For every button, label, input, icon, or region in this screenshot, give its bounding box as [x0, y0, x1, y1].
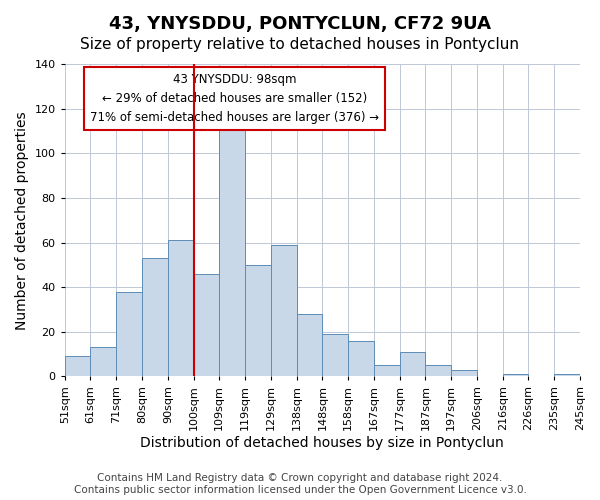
- Bar: [245, 265, 271, 376]
- Text: Size of property relative to detached houses in Pontyclun: Size of property relative to detached ho…: [80, 38, 520, 52]
- Y-axis label: Number of detached properties: Number of detached properties: [15, 111, 29, 330]
- Text: 43, YNYSDDU, PONTYCLUN, CF72 9UA: 43, YNYSDDU, PONTYCLUN, CF72 9UA: [109, 15, 491, 33]
- Bar: [168, 240, 194, 376]
- Bar: [322, 334, 348, 376]
- Bar: [65, 356, 91, 376]
- Bar: [116, 292, 142, 376]
- Bar: [296, 314, 322, 376]
- Bar: [91, 348, 116, 376]
- X-axis label: Distribution of detached houses by size in Pontyclun: Distribution of detached houses by size …: [140, 436, 504, 450]
- Bar: [194, 274, 219, 376]
- Text: 43 YNYSDDU: 98sqm
← 29% of detached houses are smaller (152)
71% of semi-detache: 43 YNYSDDU: 98sqm ← 29% of detached hous…: [90, 74, 379, 124]
- Bar: [142, 258, 168, 376]
- Bar: [271, 245, 296, 376]
- Bar: [400, 352, 425, 376]
- Bar: [219, 124, 245, 376]
- Bar: [554, 374, 580, 376]
- Bar: [451, 370, 477, 376]
- Text: Contains HM Land Registry data © Crown copyright and database right 2024.
Contai: Contains HM Land Registry data © Crown c…: [74, 474, 526, 495]
- Bar: [374, 366, 400, 376]
- Bar: [425, 366, 451, 376]
- Bar: [348, 340, 374, 376]
- Bar: [503, 374, 529, 376]
